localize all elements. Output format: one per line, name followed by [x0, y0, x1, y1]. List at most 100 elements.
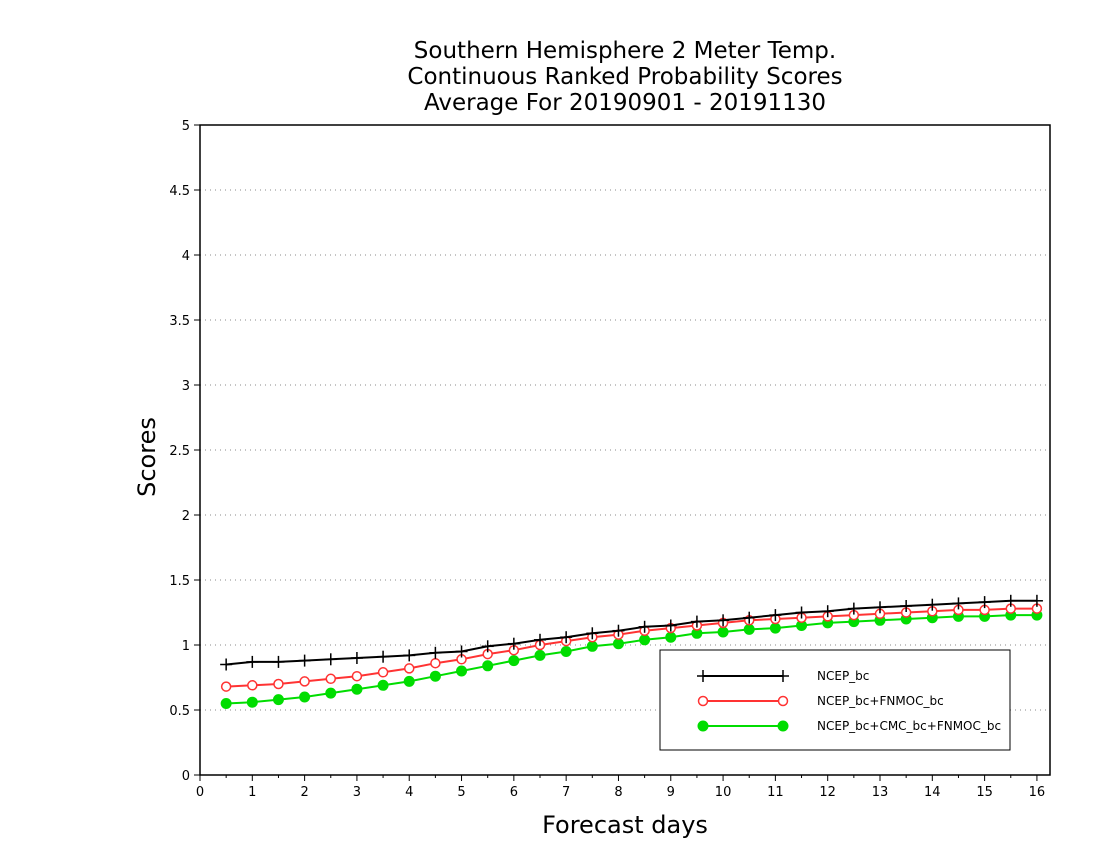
x-tick-label: 11 [767, 785, 784, 800]
legend-label: NCEP_bc+CMC_bc+FNMOC_bc [817, 719, 1001, 733]
y-tick-label: 0.5 [169, 704, 190, 719]
data-point [690, 615, 703, 628]
x-tick-label: 10 [715, 785, 732, 800]
data-point [847, 602, 860, 615]
x-tick-label: 8 [614, 785, 622, 800]
data-point [403, 663, 415, 674]
data-point [874, 601, 886, 614]
y-tick-label: 1.5 [169, 574, 190, 589]
grid-lines [200, 189, 1050, 711]
data-point [743, 611, 756, 624]
data-point [325, 673, 337, 685]
data-point [612, 638, 624, 650]
data-point [1004, 594, 1017, 607]
y-tick-label: 3.5 [169, 314, 190, 329]
data-point [665, 631, 677, 643]
legend-marker [697, 670, 709, 682]
x-tick-label: 6 [510, 785, 518, 800]
series-0 [220, 594, 1043, 671]
x-tick-label: 14 [924, 785, 941, 800]
y-tick-label: 0 [182, 769, 190, 784]
legend-marker [777, 695, 789, 707]
data-point [586, 627, 599, 640]
data-point [508, 655, 520, 667]
data-point [299, 691, 311, 703]
legend-label: NCEP_bc [817, 669, 869, 683]
data-point [429, 670, 441, 682]
data-point [247, 680, 258, 691]
x-tick-label: 4 [405, 785, 413, 800]
x-tick-label: 7 [562, 785, 570, 800]
data-point [717, 614, 730, 627]
y-tick-label: 3 [182, 379, 190, 394]
data-point [403, 675, 415, 687]
data-point [351, 670, 363, 682]
x-tick-label: 0 [196, 785, 204, 800]
x-tick-label: 1 [248, 785, 256, 800]
data-point [507, 637, 520, 650]
x-tick-label: 13 [872, 785, 889, 800]
data-point [560, 631, 573, 644]
data-point [324, 653, 337, 666]
y-tick-label: 5 [182, 119, 190, 134]
data-point [900, 600, 913, 612]
data-point [377, 667, 389, 678]
data-point [821, 605, 834, 618]
title-line-1: Southern Hemisphere 2 Meter Temp. [414, 38, 836, 64]
x-tick-label: 5 [457, 785, 465, 800]
legend-label: NCEP_bc+FNMOC_bc [817, 694, 944, 708]
data-point [298, 654, 311, 667]
x-axis: 0 1 2 3 4 5 6 7 8 9 10 11 12 13 14 15 16 [196, 775, 1045, 800]
data-point [272, 694, 284, 706]
x-tick-label: 2 [300, 785, 308, 800]
x-tick-label: 15 [976, 785, 993, 800]
x-tick-label: 16 [1029, 785, 1046, 800]
data-point [273, 678, 284, 690]
data-point [299, 676, 310, 687]
title-line-3: Average For 20190901 - 20191130 [424, 90, 826, 116]
y-tick-label: 4.5 [169, 184, 190, 199]
legend-marker [777, 720, 789, 732]
y-axis: 0 0.5 1 1.5 2 2.5 3 3.5 4 4.5 5 [169, 119, 200, 784]
x-tick-label: 12 [819, 785, 836, 800]
data-point [639, 634, 651, 646]
data-point [246, 696, 258, 708]
data-point [1030, 594, 1043, 607]
data-point [560, 646, 572, 657]
y-tick-label: 1 [182, 639, 190, 654]
data-point [429, 646, 442, 659]
data-point [926, 598, 939, 611]
data-point [377, 650, 390, 663]
data-point [952, 597, 965, 610]
x-tick-label: 3 [353, 785, 361, 800]
data-point [534, 633, 546, 646]
data-point [664, 619, 677, 632]
y-tick-label: 2.5 [169, 444, 190, 459]
data-point [769, 622, 781, 634]
data-point [769, 609, 782, 622]
legend-marker [697, 695, 709, 707]
data-point [455, 645, 468, 658]
x-axis-title: Forecast days [542, 811, 708, 839]
legend-entry-1: NCEP_bc+FNMOC_bc [697, 694, 944, 708]
data-point [246, 655, 259, 668]
data-point [351, 683, 363, 695]
data-point [795, 606, 808, 619]
data-point [220, 658, 233, 671]
legend-marker [777, 670, 789, 682]
data-point [403, 649, 416, 662]
y-tick-label: 2 [182, 509, 190, 524]
legend-marker [697, 720, 709, 732]
data-point [482, 660, 494, 672]
data-point [481, 640, 494, 653]
data-point [377, 679, 389, 691]
data-point [638, 620, 651, 633]
legend-entry-2: NCEP_bc+CMC_bc+FNMOC_bc [697, 719, 1001, 733]
series-layer [220, 594, 1043, 709]
legend: NCEP_bc NCEP_bc+FNMOC_bc NCEP_bc+CMC_bc+FN… [659, 649, 1011, 751]
data-point [978, 596, 991, 609]
data-point [456, 665, 468, 677]
y-axis-title: Scores [133, 417, 161, 497]
chart-title: Southern Hemisphere 2 Meter Temp. Contin… [407, 38, 842, 116]
